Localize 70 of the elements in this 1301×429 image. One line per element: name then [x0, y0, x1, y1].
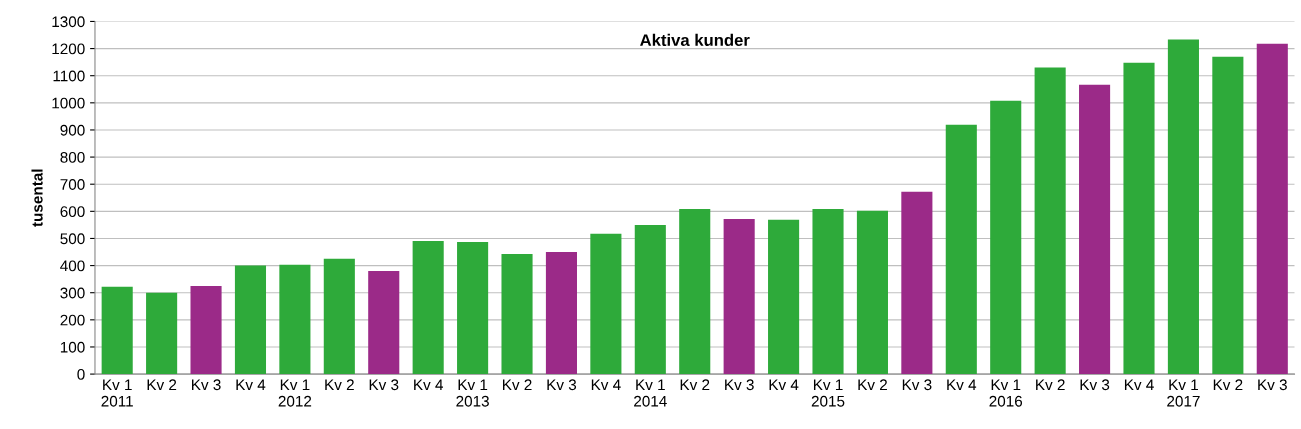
- x-tick-label: Kv 4: [236, 379, 266, 391]
- y-tick-label: 600: [60, 206, 85, 218]
- x-tick-label: Kv 3: [725, 379, 754, 391]
- x-tick-label: Kv 1 2012: [278, 379, 312, 407]
- x-tick-label: Kv 2: [858, 379, 887, 391]
- x-tick-label: Kv 2: [1036, 379, 1065, 391]
- x-tick-label: Kv 2: [680, 379, 710, 391]
- bar: [590, 233, 622, 375]
- x-tick-label: Kv 4: [947, 379, 977, 391]
- x-tick-label: Kv 4: [769, 379, 799, 391]
- bar: [1256, 43, 1288, 375]
- bar: [457, 241, 489, 375]
- y-tick-label: 1300: [52, 16, 85, 28]
- y-tick-label: 700: [60, 179, 85, 190]
- bar: [812, 208, 844, 375]
- bar: [679, 208, 711, 375]
- x-tick-label: Kv 2: [147, 379, 177, 391]
- bar: [368, 271, 400, 375]
- bar: [279, 264, 311, 375]
- y-tick-label: 500: [60, 233, 85, 245]
- bar: [901, 191, 933, 375]
- bar: [412, 240, 444, 375]
- y-tick-label: 0: [77, 368, 85, 380]
- bar: [501, 253, 533, 375]
- y-tick-label: 1000: [52, 97, 85, 109]
- bar: [146, 292, 178, 375]
- bar: [1212, 56, 1244, 375]
- x-tick-label: Kv 1 2016: [989, 379, 1023, 407]
- bar: [1034, 67, 1066, 375]
- bar: [1167, 39, 1199, 375]
- bar: [545, 252, 577, 375]
- bar: [990, 100, 1022, 375]
- bar: [856, 210, 888, 375]
- text: Aktiva kunder: [640, 33, 750, 47]
- bar: [323, 258, 355, 375]
- x-tick-label: Kv 4: [591, 379, 621, 391]
- bar: [1079, 84, 1111, 375]
- y-tick-label: 200: [60, 314, 85, 326]
- y-tick-label: 900: [60, 124, 85, 136]
- bar: [234, 265, 267, 375]
- x-tick-label: Kv 3: [1080, 379, 1110, 391]
- x-tick-label: Kv 1 2017: [1167, 379, 1200, 407]
- x-tick-label: Kv 4: [1124, 379, 1154, 391]
- bar: [190, 285, 222, 375]
- x-tick-label: Kv 3: [369, 379, 399, 391]
- bar: [768, 219, 800, 375]
- y-axis-title: tusental: [31, 169, 43, 227]
- y-tick-label: 300: [60, 287, 85, 299]
- y-tick-label: 1100: [53, 70, 85, 82]
- bar: [101, 286, 133, 375]
- y-tick-label: 1200: [52, 43, 85, 55]
- bar: [723, 218, 755, 375]
- x-tick-label: Kv 1 2014: [634, 379, 667, 407]
- y-tick-label: 100: [60, 341, 85, 353]
- x-tick-label: Kv 3: [1258, 379, 1287, 391]
- y-tick-label: 400: [60, 260, 85, 272]
- x-tick-label: Kv 2: [325, 379, 354, 391]
- x-tick-label: Kv 4: [414, 379, 444, 391]
- x-tick-label: Kv 2: [1213, 379, 1243, 391]
- bar: [1123, 62, 1155, 375]
- x-tick-label: Kv 3: [902, 379, 932, 391]
- bar: [634, 224, 666, 375]
- x-tick-label: Kv 1 2013: [456, 379, 489, 407]
- y-tick-label: 800: [60, 151, 85, 163]
- x-tick-label: Kv 1 2015: [811, 379, 845, 407]
- x-tick-label: Kv 2: [503, 379, 532, 391]
- bar: [945, 124, 977, 375]
- x-tick-label: Kv 1 2011: [101, 379, 133, 407]
- x-tick-label: Kv 3: [547, 379, 577, 391]
- x-tick-label: Kv 3: [192, 379, 221, 391]
